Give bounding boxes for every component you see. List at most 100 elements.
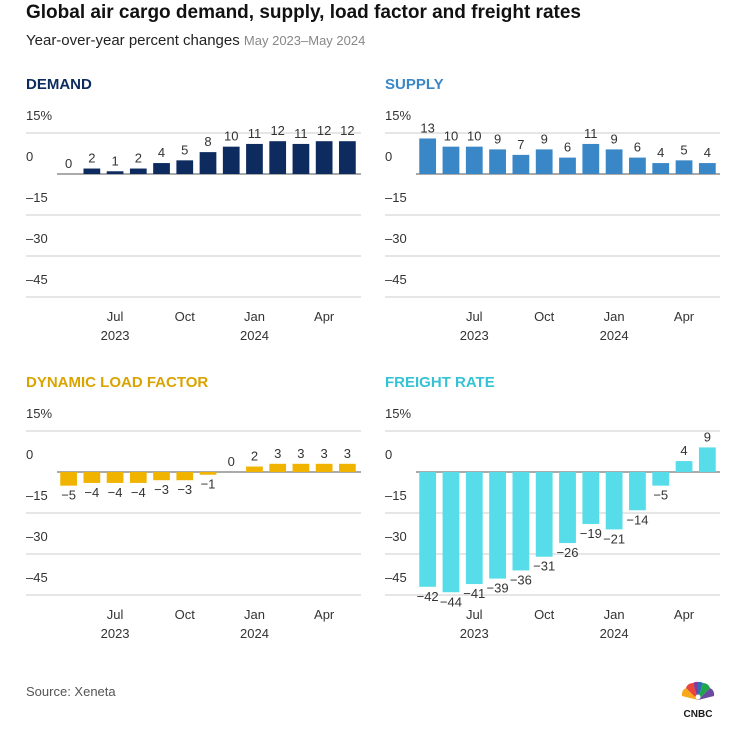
bar [675,160,693,174]
y-tick-label: 0 [26,447,33,462]
data-label: 3 [344,446,351,461]
data-label: 3 [274,446,281,461]
bar [83,168,101,174]
bar [559,472,576,544]
x-tick-label: Apr [674,309,695,324]
data-label: 12 [270,123,284,138]
subtitle-text: Year-over-year percent changes [26,32,240,49]
data-label: 11 [248,126,262,141]
bar [129,472,147,483]
source-note: Source: Xeneta [26,684,116,699]
x-tick-label: Jan [604,607,625,622]
x-tick-label: Oct [534,607,555,622]
data-label: −4 [131,485,146,500]
bar [106,472,124,483]
chart-title: Global air cargo demand, supply, load fa… [26,2,581,23]
data-label: 9 [494,131,501,146]
bar [83,472,101,483]
bar [222,146,240,174]
data-label: 12 [317,123,331,138]
bar [535,472,553,557]
y-tick-label: –45 [385,272,407,287]
data-label: 5 [181,142,188,157]
data-label: −39 [487,581,509,596]
data-label: 4 [657,145,664,160]
data-label: 13 [420,120,434,135]
panel-dynamic-load-factor: DYNAMIC LOAD FACTOR 15% 0 –15 –30 –45 −5 −4 −4 −4… [26,374,361,641]
data-label: 0 [65,156,72,171]
x-tick-label: Oct [175,607,196,622]
data-label: 6 [634,140,641,155]
x-tick-label: Jan [244,309,265,324]
data-label: 2 [135,151,142,166]
x-tick-label: Oct [534,309,555,324]
bar [442,472,460,593]
bar [129,168,147,174]
bar [60,472,77,486]
bar [512,472,530,571]
data-label: 10 [444,129,458,144]
bar [652,163,670,174]
x-tick-label: Jul [466,607,483,622]
x-tick-label: Jan [244,607,265,622]
x-year-label: 2023 [101,626,130,641]
data-label: −41 [463,586,485,601]
bar [176,160,194,174]
data-label: −5 [61,488,76,503]
data-label: −14 [626,512,648,527]
data-label: −44 [440,594,462,609]
bar [442,146,460,174]
data-label: −3 [154,482,169,497]
panel-title: DEMAND [26,76,92,93]
bar [292,463,310,472]
data-label: −26 [556,545,578,560]
bar [582,472,600,524]
y-tick-label: –30 [385,231,407,246]
y-tick-label: –45 [26,272,48,287]
data-label: −42 [417,589,439,604]
x-tick-label: Jul [107,309,124,324]
x-year-label: 2024 [600,328,629,343]
panel-supply: SUPPLY 15% 0 –15 –30 –45 13 10 10 9 7 9 6 11 9 6 4 5 4 Jul O… [385,76,720,343]
data-label: 2 [88,151,95,166]
bar [419,138,437,174]
data-label: −36 [510,572,532,587]
chart-subtitle: Year-over-year percent changes May 2023–… [26,32,365,49]
x-year-label: 2024 [600,626,629,641]
y-tick-label: –30 [26,529,48,544]
x-year-label: 2023 [460,626,489,641]
panel-freight-rate: FREIGHT RATE 15% 0 –15 –30 –45 −42 −44−41 −39−36… [385,374,720,641]
bar [465,146,483,174]
bar [675,461,693,472]
panel-title: DYNAMIC LOAD FACTOR [26,374,208,391]
y-tick-label: –15 [385,488,407,503]
data-label: 10 [224,129,238,144]
bar [246,466,263,472]
data-label: 12 [340,123,354,138]
x-year-label: 2023 [101,328,130,343]
bar [629,472,646,511]
data-label: 3 [321,446,328,461]
x-tick-label: Apr [314,607,335,622]
data-label: 9 [610,131,617,146]
bar [153,163,170,174]
subtitle-range: May 2023–May 2024 [243,33,366,48]
data-label: 10 [467,129,481,144]
data-label: 2 [251,449,258,464]
data-label: 5 [680,142,687,157]
y-tick-label: 15% [26,108,52,123]
bar [199,472,217,475]
y-tick-label: 0 [385,447,392,462]
data-label: 8 [204,134,211,149]
bar [512,154,530,174]
data-label: −31 [533,559,555,574]
bar [419,472,437,587]
x-tick-label: Jan [604,309,625,324]
y-tick-label: 15% [385,406,411,421]
x-year-label: 2023 [460,328,489,343]
bar [559,157,576,174]
logo-text: CNBC [684,709,713,720]
data-label: −4 [84,485,99,500]
